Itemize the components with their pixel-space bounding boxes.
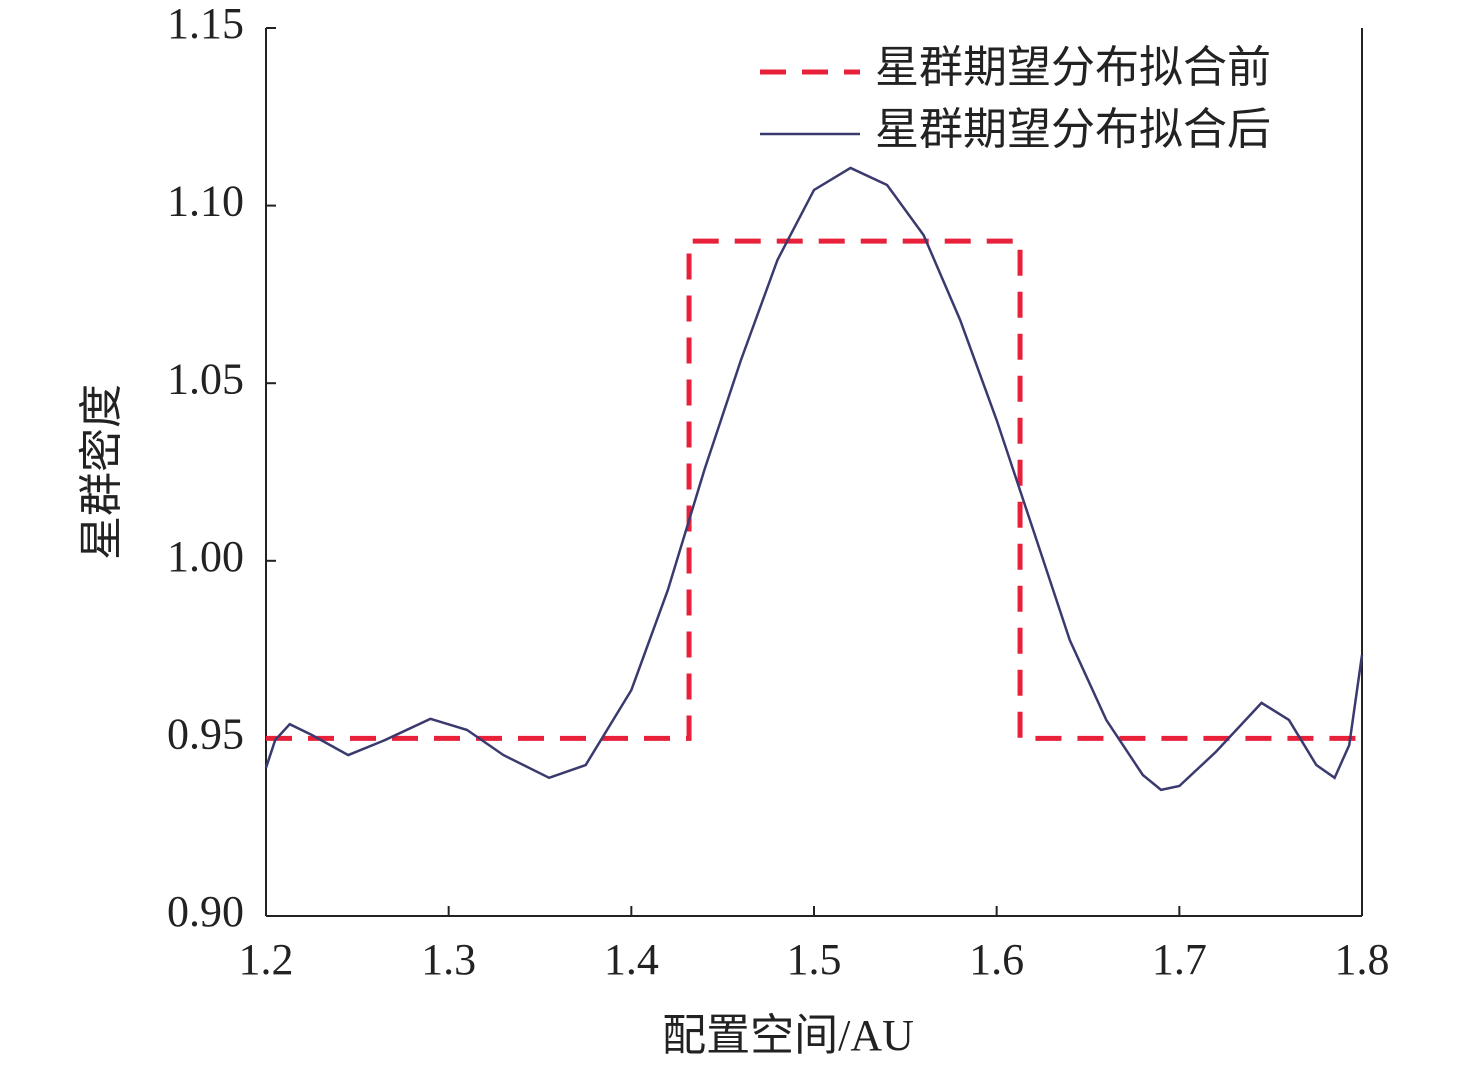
y-tick-label: 0.95 <box>167 709 244 758</box>
line-series <box>266 238 1362 741</box>
x-tick-label: 1.8 <box>1335 935 1390 984</box>
x-tick-label: 1.6 <box>969 935 1024 984</box>
x-tick-label: 1.5 <box>787 935 842 984</box>
y-tick-label: 1.10 <box>167 177 244 226</box>
legend-label: 星群期望分布拟合前 <box>875 43 1271 92</box>
x-axis-label: 配置空间/AU <box>662 1011 914 1060</box>
x-tick-label: 1.4 <box>604 935 659 984</box>
x-tick-label: 1.2 <box>239 935 294 984</box>
legend-label: 星群期望分布拟合后 <box>875 105 1271 154</box>
y-tick-label: 1.05 <box>167 354 244 403</box>
y-tick-label: 0.90 <box>167 887 244 936</box>
y-tick-label: 1.00 <box>167 532 244 581</box>
line-series <box>264 166 1364 792</box>
y-axis-label: 星群密度 <box>77 384 126 560</box>
x-tick-label: 1.7 <box>1152 935 1207 984</box>
x-tick-label: 1.3 <box>421 935 476 984</box>
y-tick-label: 1.15 <box>167 0 244 48</box>
